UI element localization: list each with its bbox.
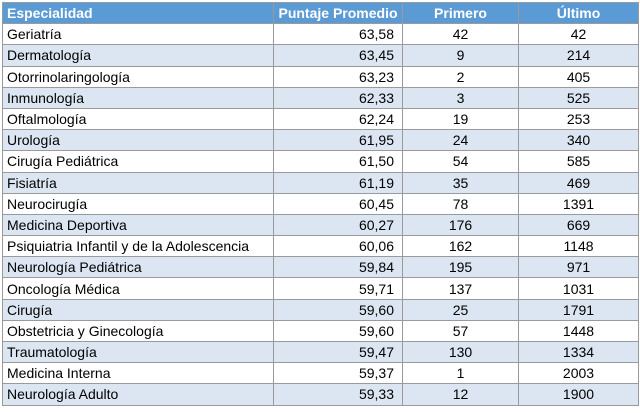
cell-ultimo: 253: [518, 107, 639, 131]
cell-primero: 19: [402, 107, 519, 131]
cell-primero: 2: [402, 65, 519, 88]
cell-especialidad: Neurología Adulto: [2, 383, 274, 406]
cell-primero: 130: [402, 340, 519, 364]
cell-ultimo: 469: [518, 171, 639, 194]
cell-especialidad: Oncología Médica: [2, 277, 274, 300]
cell-primero: 35: [402, 171, 519, 194]
cell-ultimo: 585: [518, 150, 639, 173]
cell-primero: 78: [402, 192, 519, 215]
table-row: Neurología Adulto 59,33 12 1900: [2, 383, 639, 406]
cell-especialidad: Geriatría: [2, 23, 274, 46]
table-row: Inmunología 62,33 3 525: [2, 86, 639, 109]
cell-puntaje: 59,60: [273, 319, 403, 343]
cell-ultimo: 1791: [518, 298, 639, 321]
table-row: Oncología Médica 59,71 137 1031: [2, 277, 639, 300]
table-row: Traumatología 59,47 130 1334: [2, 340, 639, 364]
cell-ultimo: 405: [518, 65, 639, 88]
cell-puntaje: 59,37: [273, 362, 403, 385]
cell-ultimo: 1031: [518, 277, 639, 300]
cell-puntaje: 59,84: [273, 256, 403, 279]
table-row: Obstetricia y Ginecología 59,60 57 1448: [2, 319, 639, 343]
cell-puntaje: 63,45: [273, 44, 403, 67]
cell-especialidad: Neurocirugía: [2, 192, 274, 215]
table-row: Geriatría 63,58 42 42: [2, 23, 639, 46]
cell-puntaje: 61,95: [273, 129, 403, 152]
cell-ultimo: 42: [518, 23, 639, 46]
header-primero: Primero: [402, 1, 519, 25]
table-row: Cirugía Pediátrica 61,50 54 585: [2, 150, 639, 173]
cell-ultimo: 525: [518, 86, 639, 109]
cell-especialidad: Oftalmología: [2, 107, 274, 131]
cell-primero: 162: [402, 235, 519, 258]
cell-especialidad: Fisiatría: [2, 171, 274, 194]
cell-especialidad: Cirugía: [2, 298, 274, 321]
table-row: Neurocirugía 60,45 78 1391: [2, 192, 639, 215]
table-row: Medicina Deportiva 60,27 176 669: [2, 213, 639, 237]
cell-puntaje: 63,58: [273, 23, 403, 46]
cell-primero: 195: [402, 256, 519, 279]
cell-puntaje: 59,33: [273, 383, 403, 406]
cell-puntaje: 61,19: [273, 171, 403, 194]
cell-puntaje: 59,47: [273, 340, 403, 364]
cell-primero: 1: [402, 362, 519, 385]
cell-primero: 42: [402, 23, 519, 46]
cell-ultimo: 669: [518, 213, 639, 237]
cell-ultimo: 1334: [518, 340, 639, 364]
cell-ultimo: 1148: [518, 235, 639, 258]
table-row: Fisiatría 61,19 35 469: [2, 171, 639, 194]
cell-puntaje: 62,24: [273, 107, 403, 131]
cell-ultimo: 214: [518, 44, 639, 67]
cell-especialidad: Obstetricia y Ginecología: [2, 319, 274, 343]
cell-primero: 12: [402, 383, 519, 406]
cell-puntaje: 61,50: [273, 150, 403, 173]
cell-especialidad: Medicina Interna: [2, 362, 274, 385]
cell-ultimo: 340: [518, 129, 639, 152]
table-header-row: Especialidad Puntaje Promedio Primero Úl…: [2, 1, 639, 25]
table-row: Otorrinolaringología 63,23 2 405: [2, 65, 639, 88]
cell-especialidad: Urología: [2, 129, 274, 152]
cell-puntaje: 63,23: [273, 65, 403, 88]
table-row: Neurología Pediátrica 59,84 195 971: [2, 256, 639, 279]
cell-primero: 137: [402, 277, 519, 300]
table-row: Psiquiatria Infantil y de la Adolescenci…: [2, 235, 639, 258]
table-row: Cirugía 59,60 25 1791: [2, 298, 639, 321]
table-row: Oftalmología 62,24 19 253: [2, 107, 639, 131]
specialty-scores-table: Especialidad Puntaje Promedio Primero Úl…: [2, 1, 639, 406]
header-ultimo: Último: [518, 1, 639, 25]
cell-ultimo: 2003: [518, 362, 639, 385]
cell-especialidad: Psiquiatria Infantil y de la Adolescenci…: [2, 235, 274, 258]
cell-primero: 24: [402, 129, 519, 152]
cell-especialidad: Neurología Pediátrica: [2, 256, 274, 279]
cell-primero: 176: [402, 213, 519, 237]
cell-primero: 3: [402, 86, 519, 109]
cell-ultimo: 971: [518, 256, 639, 279]
cell-especialidad: Otorrinolaringología: [2, 65, 274, 88]
cell-puntaje: 59,60: [273, 298, 403, 321]
cell-puntaje: 60,45: [273, 192, 403, 215]
table-row: Medicina Interna 59,37 1 2003: [2, 362, 639, 385]
cell-ultimo: 1448: [518, 319, 639, 343]
cell-ultimo: 1391: [518, 192, 639, 215]
cell-primero: 9: [402, 44, 519, 67]
cell-ultimo: 1900: [518, 383, 639, 406]
cell-primero: 25: [402, 298, 519, 321]
table-row: Urología 61,95 24 340: [2, 129, 639, 152]
cell-especialidad: Inmunología: [2, 86, 274, 109]
cell-especialidad: Cirugía Pediátrica: [2, 150, 274, 173]
cell-puntaje: 60,27: [273, 213, 403, 237]
cell-puntaje: 62,33: [273, 86, 403, 109]
header-puntaje-promedio: Puntaje Promedio: [273, 1, 403, 25]
cell-primero: 57: [402, 319, 519, 343]
header-especialidad: Especialidad: [2, 1, 274, 25]
cell-especialidad: Medicina Deportiva: [2, 213, 274, 237]
cell-puntaje: 60,06: [273, 235, 403, 258]
cell-primero: 54: [402, 150, 519, 173]
cell-puntaje: 59,71: [273, 277, 403, 300]
cell-especialidad: Dermatología: [2, 44, 274, 67]
table-row: Dermatología 63,45 9 214: [2, 44, 639, 67]
cell-especialidad: Traumatología: [2, 340, 274, 364]
